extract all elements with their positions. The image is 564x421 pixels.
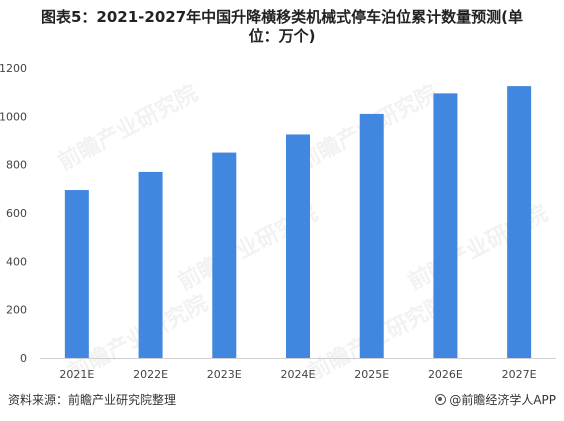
y-tick-label: 600 <box>6 207 27 220</box>
x-axis: 2021E 2022E 2023E 2024E 2025E 2026E 2027E <box>59 368 536 381</box>
y-tick-label: 1000 <box>0 110 27 123</box>
x-tick-label: 2022E <box>133 368 168 381</box>
bar-2022E <box>138 171 163 358</box>
x-tick-label: 2026E <box>428 368 463 381</box>
chart-title-line-1: 图表5：2021-2027年中国升降横移类机械式停车泊位累计数量预测(单 <box>40 8 524 26</box>
y-tick-label: 400 <box>6 255 27 268</box>
bar-2021E <box>64 190 89 358</box>
y-axis: 0 200 400 600 800 1000 1200 <box>0 62 27 365</box>
source-note: 资料来源：前瞻产业研究院整理 <box>8 393 177 407</box>
x-tick-label: 2021E <box>59 368 94 381</box>
bar-2024E <box>286 134 310 358</box>
y-tick-label: 1200 <box>0 62 27 75</box>
bar-2026E <box>433 93 458 358</box>
chart-title: 图表5：2021-2027年中国升降横移类机械式停车泊位累计数量预测(单 位：万… <box>0 8 564 46</box>
brand-text: @前瞻经济学人APP <box>449 393 556 407</box>
x-tick-label: 2024E <box>281 368 316 381</box>
chart-title-line-2: 位：万个) <box>248 27 316 45</box>
bar-2023E <box>212 152 237 358</box>
bar-2027E <box>507 86 532 358</box>
brand-credit: @前瞻经济学人APP <box>435 391 556 408</box>
y-tick-label: 0 <box>20 352 27 365</box>
x-tick-label: 2025E <box>354 368 389 381</box>
brand-logo-icon <box>435 394 447 405</box>
x-tick-label: 2023E <box>207 368 242 381</box>
bars <box>64 86 532 359</box>
bar-2025E <box>359 113 384 359</box>
y-tick-label: 200 <box>6 304 27 317</box>
y-tick-label: 800 <box>6 159 27 172</box>
x-tick-label: 2027E <box>502 368 537 381</box>
